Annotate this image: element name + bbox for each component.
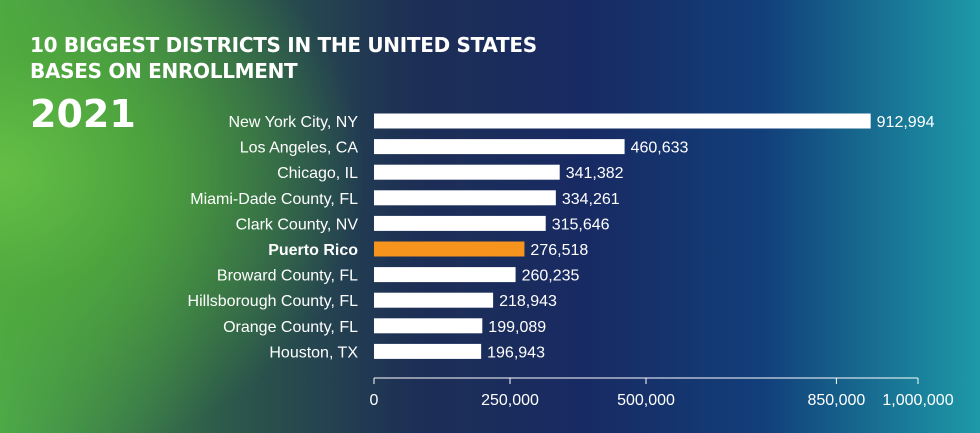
category-label: New York City, NY [228,114,358,131]
year-label: 2021 [30,92,136,136]
data-label: 460,633 [631,140,689,157]
chart-title-line-2: BASES ON ENROLLMENT [30,59,298,83]
category-label: Miami-Dade County, FL [190,191,358,208]
data-label: 334,261 [562,191,620,208]
bar [374,164,560,180]
chart-title-line-1: 10 BIGGEST DISTRICTS IN THE UNITED STATE… [30,33,537,57]
chart-title: 10 BIGGEST DISTRICTS IN THE UNITED STATE… [30,32,537,84]
bar [374,113,871,129]
data-label: 276,518 [530,242,588,259]
x-tick-label: 850,000 [807,392,865,409]
data-label: 218,943 [499,293,557,310]
x-tick-label: 250,000 [481,392,539,409]
bar [374,215,546,231]
category-label: Clark County, NV [236,216,359,233]
bar [374,343,482,359]
category-label: Chicago, IL [277,165,358,182]
category-label: Orange County, FL [223,319,358,336]
x-tick-label: 500,000 [617,392,675,409]
data-label: 315,646 [552,216,610,233]
category-label: Houston, TX [269,344,358,361]
data-label: 196,943 [487,344,545,361]
bar [374,190,556,206]
bar [374,267,516,283]
x-tick-label: 1,000,000 [882,392,953,409]
bar [374,292,494,308]
category-label: Los Angeles, CA [240,140,359,157]
bar [374,139,625,155]
category-label: Hillsborough County, FL [188,293,359,310]
category-label: Puerto Rico [268,242,358,259]
bar [374,241,525,257]
data-label: 260,235 [522,268,580,285]
data-label: 341,382 [566,165,624,182]
bar [374,318,483,334]
x-tick-label: 0 [370,392,379,409]
data-label: 912,994 [877,114,935,131]
category-label: Broward County, FL [217,268,358,285]
data-label: 199,089 [488,319,546,336]
